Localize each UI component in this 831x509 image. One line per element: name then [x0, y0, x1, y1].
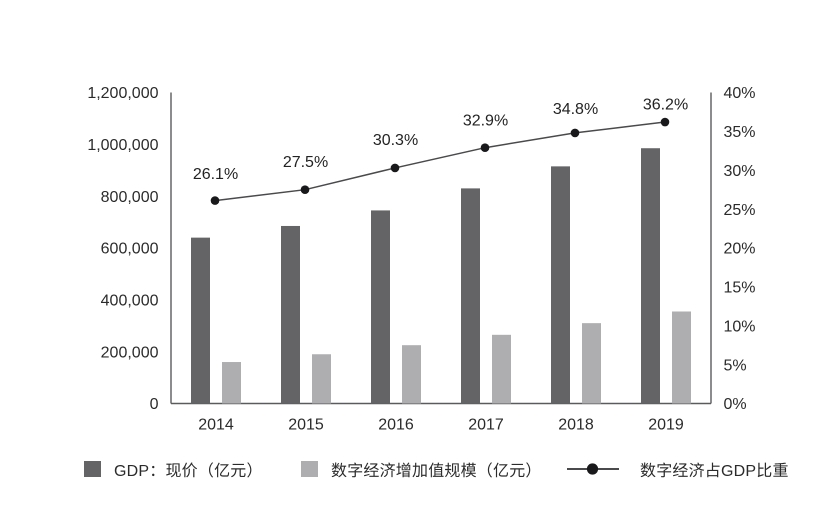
- digital-economy-bar-2019: [672, 311, 691, 404]
- right-axis-tick-label: 15%: [724, 280, 756, 297]
- x-axis-tick-label: 2019: [648, 417, 684, 434]
- digital-economy-bar-2014: [222, 362, 241, 404]
- x-axis-tick-label: 2018: [558, 417, 594, 434]
- x-axis-tick-label: 2016: [378, 417, 414, 434]
- right-axis-tick-label: 25%: [724, 202, 756, 219]
- legend-item-digital-economy: 数字经济增加值规模（亿元）: [301, 452, 542, 486]
- legend-item-gdp-ratio: 数字经济占GDP比重: [567, 452, 789, 486]
- ratio-point-2014: [210, 196, 220, 205]
- right-axis-tick-label: 5%: [724, 357, 747, 374]
- left-axis-tick-label: 600,000: [101, 241, 159, 258]
- right-axis-tick-label: 40%: [724, 85, 756, 102]
- left-axis-tick-label: 1,200,000: [87, 85, 158, 102]
- right-axis-tick-label: 0%: [724, 396, 747, 413]
- x-axis-tick-label: 2015: [288, 417, 324, 434]
- digital-economy-bar-2018: [582, 323, 601, 404]
- legend-label-digital-economy: 数字经济增加值规模（亿元）: [331, 463, 542, 480]
- gdp-bar-2019: [641, 148, 660, 404]
- legend-label-gdp: GDP：现价（亿元）: [114, 463, 263, 480]
- gdp-bar-2015: [281, 225, 300, 404]
- digital-economy-bar-swatch: [301, 461, 318, 477]
- digital-economy-bar-2017: [492, 334, 511, 404]
- right-axis-tick-label: 10%: [724, 318, 756, 335]
- right-axis-tick-label: 35%: [724, 124, 756, 141]
- ratio-point-label: 34.8%: [553, 101, 598, 118]
- legend-label-gdp-ratio: 数字经济占GDP比重: [640, 463, 789, 480]
- ratio-point-label: 36.2%: [643, 97, 688, 114]
- digital-economy-bar-2015: [312, 354, 331, 404]
- right-axis-tick-label: 30%: [724, 163, 756, 180]
- ratio-point-label: 27.5%: [283, 154, 328, 171]
- ratio-point-2018: [570, 128, 580, 138]
- ratio-point-2017: [480, 143, 490, 153]
- ratio-line-swatch: [567, 463, 619, 475]
- gdp-bar-2016: [371, 210, 390, 404]
- gdp-bar-swatch: [84, 461, 101, 477]
- left-axis-tick-label: 800,000: [101, 189, 159, 206]
- right-axis-tick-label: 20%: [724, 241, 756, 258]
- chart-legend: GDP：现价（亿元） 数字经济增加值规模（亿元） 数字经济占GDP比重: [0, 452, 831, 486]
- ratio-point-2015: [300, 185, 310, 194]
- legend-item-gdp: GDP：现价（亿元）: [84, 452, 263, 486]
- left-axis-tick-label: 400,000: [101, 293, 159, 310]
- ratio-point-label: 30.3%: [373, 132, 418, 149]
- x-axis-tick-label: 2017: [468, 417, 504, 434]
- ratio-line: [214, 121, 666, 202]
- ratio-point-2016: [390, 163, 400, 173]
- ratio-line-swatch-dot: [586, 463, 599, 475]
- x-axis-tick-label: 2014: [198, 417, 234, 434]
- digital-economy-bar-2016: [402, 345, 421, 404]
- gdp-bar-2017: [461, 188, 480, 404]
- gdp-bar-2014: [191, 237, 210, 404]
- ratio-point-label: 32.9%: [463, 112, 508, 129]
- left-axis-tick-label: 200,000: [101, 344, 159, 361]
- ratio-point-2019: [660, 117, 670, 127]
- gdp-bar-2018: [551, 166, 570, 404]
- ratio-point-label: 26.1%: [193, 166, 238, 183]
- left-axis-tick-label: 0: [150, 396, 159, 413]
- left-axis-tick-label: 1,000,000: [87, 137, 158, 154]
